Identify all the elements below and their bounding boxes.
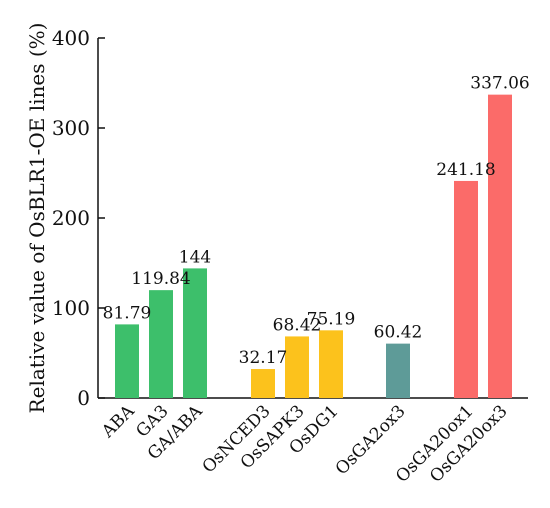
data-label: 60.42: [374, 323, 423, 343]
bar: [386, 343, 410, 398]
y-tick-label: 400: [52, 26, 90, 50]
bar: [285, 336, 309, 398]
data-label: 81.79: [103, 303, 152, 323]
data-label: 32.17: [239, 348, 288, 368]
bar: [454, 180, 478, 398]
bar: [115, 324, 139, 398]
data-label: 75.19: [307, 309, 356, 329]
bar: [183, 268, 207, 398]
y-tick-label: 100: [52, 296, 90, 320]
data-label: 144: [179, 247, 211, 267]
data-label: 119.84: [131, 269, 190, 289]
data-label: 241.18: [436, 160, 495, 180]
y-axis-title: Relative value of OsBLR1-OE lines (%): [25, 23, 49, 414]
bar: [251, 369, 275, 398]
category-label: ABA: [97, 401, 139, 443]
data-label: 68.42: [273, 315, 322, 335]
bars: [115, 94, 512, 399]
y-tick-label: 200: [52, 206, 90, 230]
bar: [319, 330, 343, 398]
data-label: 337.06: [470, 74, 529, 94]
bar: [488, 94, 512, 399]
bar: [149, 290, 173, 398]
category-labels: ABAGA3GA/ABAOsNCED3OsSAPK3OsDG1OsGA2ox3O…: [97, 401, 511, 487]
y-tick-label: 0: [77, 386, 90, 410]
y-tick-label: 300: [52, 116, 90, 140]
